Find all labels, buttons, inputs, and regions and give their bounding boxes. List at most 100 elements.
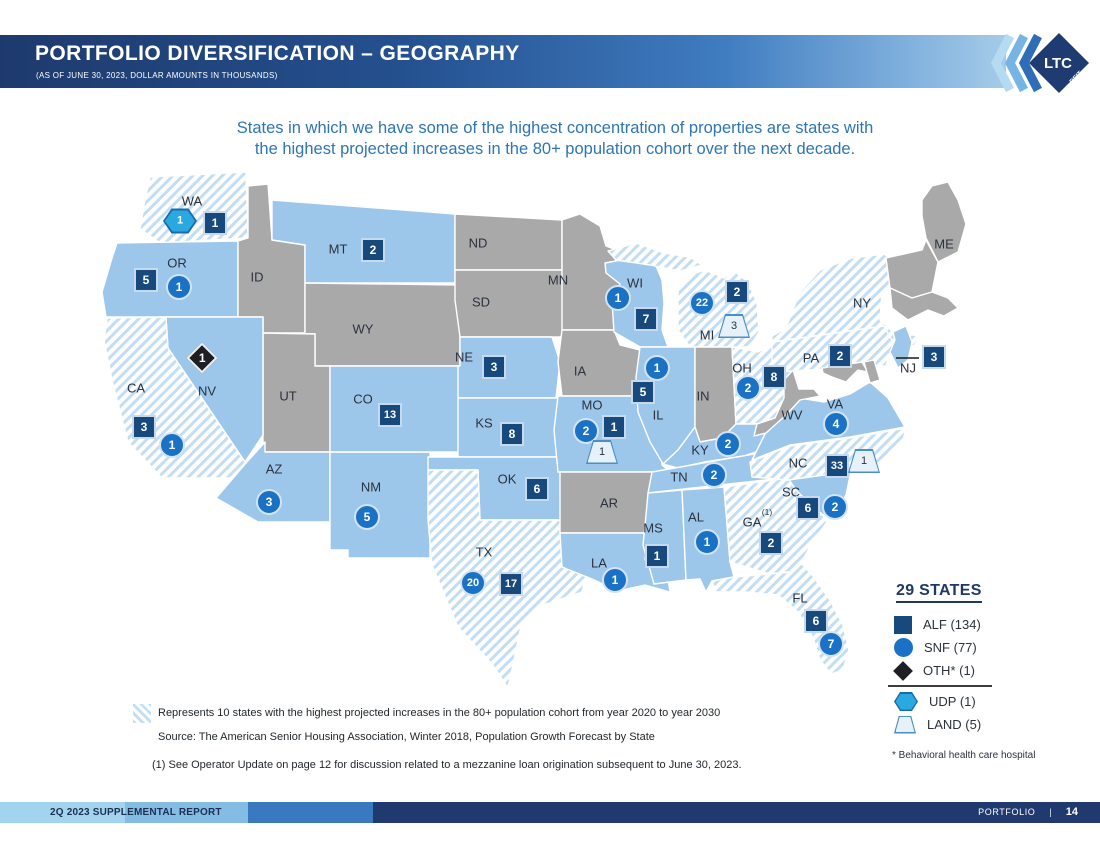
marker-oh-alf: 8 bbox=[762, 365, 786, 389]
hatch-swatch-icon bbox=[133, 704, 151, 723]
state-label-il: IL bbox=[652, 407, 664, 423]
intro-line-2: the highest projected increases in the 8… bbox=[254, 140, 856, 158]
legend-label: UDP (1) bbox=[929, 694, 976, 709]
marker-nj-alf: 3 bbox=[922, 345, 946, 369]
legend: 29 STATES ALF (134) SNF (77) OTH* (1) UDP (… bbox=[886, 582, 1086, 761]
marker-tn-snf: 2 bbox=[701, 462, 727, 488]
footer-right: PORTFOLIO | 14 bbox=[978, 806, 1078, 818]
state-ne bbox=[457, 336, 561, 399]
marker-sc-snf: 2 bbox=[822, 494, 848, 520]
state-miup bbox=[607, 242, 703, 272]
footnote-source: Source: The American Senior Housing Asso… bbox=[158, 731, 655, 743]
state-label-ok: OK bbox=[497, 471, 517, 487]
land-marker-value: 3 bbox=[719, 315, 749, 337]
state-label-tn: TN bbox=[670, 469, 688, 485]
state-label-co: CO bbox=[353, 391, 373, 407]
marker-or-alf: 5 bbox=[134, 268, 158, 292]
marker-tx-snf: 20 bbox=[460, 570, 486, 596]
state-label-ms: MS bbox=[643, 520, 663, 536]
footer-bar bbox=[0, 802, 1100, 823]
state-label-ia: IA bbox=[573, 363, 587, 379]
marker-tx-alf: 17 bbox=[499, 572, 523, 596]
legend-label: LAND (5) bbox=[927, 717, 982, 732]
state-label-me: ME bbox=[934, 236, 954, 252]
marker-ky-snf: 2 bbox=[715, 431, 741, 457]
intro-text: States in which we have some of the high… bbox=[150, 118, 960, 160]
marker-mi-snf: 22 bbox=[689, 290, 715, 316]
marker-mo-alf: 1 bbox=[602, 415, 626, 439]
state-label-ref1ref: (1) bbox=[761, 507, 773, 517]
state-label-mi: MI bbox=[699, 327, 715, 343]
land-trapezoid-icon bbox=[894, 715, 916, 734]
state-me bbox=[921, 181, 967, 263]
page-subtitle: (AS OF JUNE 30, 2023, DOLLAR AMOUNTS IN … bbox=[36, 71, 278, 80]
marker-wi-alf: 7 bbox=[634, 307, 658, 331]
legend-footnote: * Behavioral health care hospital bbox=[892, 750, 1036, 761]
marker-oh-snf: 2 bbox=[735, 375, 761, 401]
snf-circle-icon bbox=[894, 638, 913, 657]
marker-ok-alf: 6 bbox=[525, 477, 549, 501]
state-label-in: IN bbox=[696, 388, 710, 404]
marker-wa-alf: 1 bbox=[203, 211, 227, 235]
legend-label: ALF (134) bbox=[923, 617, 981, 632]
marker-fl-alf: 6 bbox=[804, 609, 828, 633]
footer-page-number: 14 bbox=[1065, 806, 1078, 818]
state-label-wi: WI bbox=[627, 275, 643, 291]
marker-wi-snf: 1 bbox=[605, 285, 631, 311]
footer-segment-2 bbox=[125, 802, 248, 823]
state-label-ks: KS bbox=[475, 415, 493, 431]
state-label-sc: SC bbox=[781, 484, 801, 500]
state-label-nv: NV bbox=[197, 383, 217, 399]
header-band bbox=[0, 35, 1006, 88]
footer-report-name: 2Q 2023 SUPPLEMENTAL REPORT bbox=[50, 807, 222, 818]
marker-fl-snf: 7 bbox=[818, 631, 844, 657]
udp-marker-value: 1 bbox=[165, 210, 195, 232]
legend-item-diamond: OTH* (1) bbox=[886, 659, 1086, 682]
state-label-wa: WA bbox=[181, 193, 203, 209]
state-label-ut: UT bbox=[279, 388, 297, 404]
land-marker-value: 1 bbox=[849, 450, 879, 472]
state-label-nm: NM bbox=[360, 479, 382, 495]
state-label-mo: MO bbox=[581, 397, 603, 413]
state-label-wy: WY bbox=[352, 321, 374, 337]
state-nm bbox=[329, 451, 431, 559]
state-label-nj: NJ bbox=[900, 360, 916, 376]
marker-mi-alf: 2 bbox=[725, 280, 749, 304]
state-label-nd: ND bbox=[468, 235, 488, 251]
state-label-al: AL bbox=[688, 509, 704, 525]
marker-ca-alf: 3 bbox=[132, 415, 156, 439]
state-label-or: OR bbox=[167, 255, 187, 271]
marker-nc-alf: 33 bbox=[825, 454, 849, 478]
state-label-ky: KY bbox=[691, 442, 709, 458]
marker-ms-alf: 1 bbox=[645, 544, 669, 568]
oth-diamond-icon bbox=[893, 660, 913, 681]
legend-divider bbox=[888, 685, 992, 687]
marker-ks-alf: 8 bbox=[500, 422, 524, 446]
state-label-az: AZ bbox=[265, 461, 283, 477]
intro-line-1: States in which we have some of the high… bbox=[236, 119, 874, 137]
state-label-ne: NE bbox=[454, 349, 474, 365]
state-label-pa: PA bbox=[802, 350, 820, 366]
state-label-wv: WV bbox=[781, 407, 803, 423]
footnote-hatch: Represents 10 states with the highest pr… bbox=[158, 707, 721, 719]
state-label-tx: TX bbox=[475, 544, 493, 560]
state-label-fl: FL bbox=[792, 590, 808, 606]
marker-il-snf: 1 bbox=[644, 355, 670, 381]
footer-segment-1 bbox=[0, 802, 125, 823]
state-label-id: ID bbox=[250, 269, 264, 285]
marker-al-snf: 1 bbox=[694, 529, 720, 555]
marker-la-snf: 1 bbox=[602, 567, 628, 593]
marker-or-snf: 1 bbox=[166, 274, 192, 300]
legend-title: 29 STATES bbox=[896, 582, 982, 603]
state-label-ca: CA bbox=[126, 380, 146, 396]
marker-wa-udp: 1 bbox=[163, 208, 197, 234]
legend-items: ALF (134) SNF (77) OTH* (1) UDP (1) LAND (5) bbox=[886, 613, 1086, 736]
state-label-oh: OH bbox=[732, 360, 752, 376]
marker-ne-alf: 3 bbox=[482, 355, 506, 379]
marker-mt-alf: 2 bbox=[361, 238, 385, 262]
ltc-reit-logo-icon: LTC REIT bbox=[990, 33, 1089, 93]
footnote-1: (1) See Operator Update on page 12 for d… bbox=[152, 759, 742, 771]
marker-va-snf: 4 bbox=[823, 411, 849, 437]
legend-item-square: ALF (134) bbox=[886, 613, 1086, 636]
